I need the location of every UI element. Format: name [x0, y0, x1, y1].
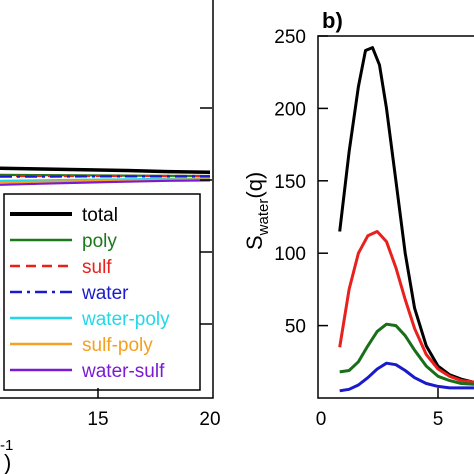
panel-b-frame: [317, 35, 474, 399]
panel-b-label: b): [322, 8, 343, 33]
y-axis-label-sub: water: [255, 199, 272, 237]
y-axis-label: Swater(q): [242, 172, 272, 250]
series-line: [339, 361, 474, 393]
y-axis-label-suffix: (q): [242, 172, 267, 199]
y-tick-label: 150: [274, 172, 306, 193]
svg-text:Swater(q): Swater(q): [242, 172, 272, 250]
series-line: [0, 178, 211, 184]
legend-label: water-sulf: [81, 361, 165, 382]
panel-a-series: [0, 107, 212, 398]
series-line: [0, 179, 211, 186]
series-line: [338, 46, 474, 384]
panel-b-y-ticks: 50 100 150 200 250: [274, 27, 439, 398]
x-tick-label: 15: [87, 409, 108, 430]
y-tick-label: 250: [274, 27, 306, 48]
series-line: [0, 166, 211, 175]
panel-a: total poly sulf water water-poly sulf-poly wat…: [0, 0, 221, 474]
series-line: [339, 322, 474, 386]
legend-label: poly: [82, 231, 117, 252]
series-line: [338, 230, 474, 384]
legend-label: sulf: [82, 257, 112, 278]
legend-label: sulf-poly: [82, 335, 153, 356]
y-axis-label-main: S: [242, 235, 267, 250]
x-tick-label: 5: [433, 409, 444, 430]
x-axis-label-fragment: -1: [0, 437, 13, 454]
y-tick-label: 200: [274, 99, 306, 120]
x-tick-label: 0: [316, 409, 327, 430]
panel-b-series: [338, 46, 474, 393]
panel-a-frame: [0, 0, 214, 399]
legend-label: water-poly: [81, 309, 170, 330]
legend-label: total: [82, 205, 118, 226]
x-axis-label-paren: ): [4, 450, 11, 474]
panel-b: b) 50 100 150 200 250 0 5 Swater(q): [242, 8, 474, 430]
y-tick-label: 50: [285, 317, 306, 338]
legend-label: water: [81, 283, 129, 304]
y-tick-label: 100: [274, 244, 306, 265]
x-tick-label: 20: [199, 409, 220, 430]
legend: total poly sulf water water-poly sulf-poly wat…: [3, 193, 201, 391]
